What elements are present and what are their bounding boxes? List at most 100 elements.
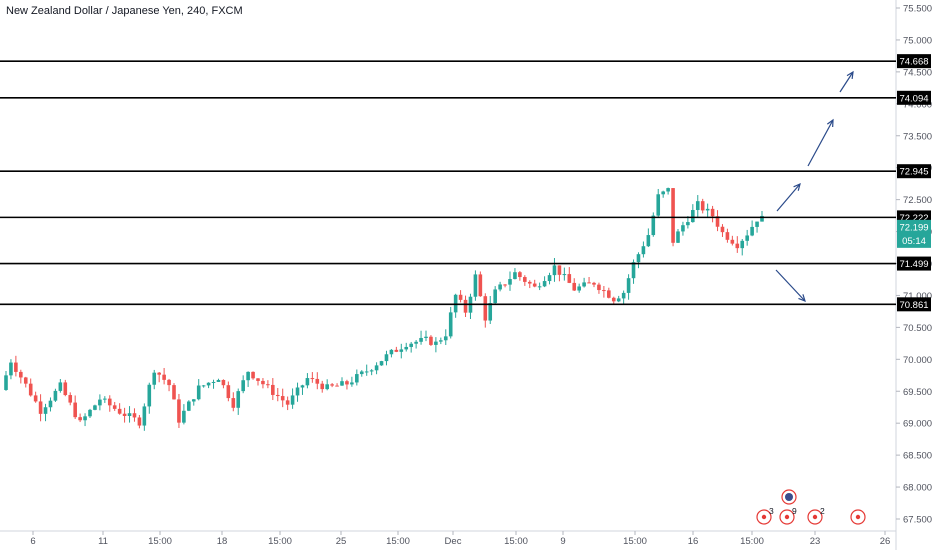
- x-tick-label: 15:00: [268, 536, 292, 547]
- candle-body: [720, 226, 725, 233]
- event-marker-count: 2: [820, 506, 825, 516]
- candle-body: [621, 292, 626, 299]
- candle-body: [369, 370, 374, 372]
- candle-body: [597, 284, 601, 291]
- candle-body: [206, 382, 211, 386]
- candle-body: [241, 380, 245, 392]
- y-tick-label: 67.500: [903, 515, 932, 526]
- candle-body: [409, 343, 413, 347]
- candle-body: [271, 384, 275, 395]
- candle-body: [656, 194, 661, 216]
- candle-body: [478, 274, 483, 297]
- candle-body: [117, 408, 122, 414]
- candle-body: [266, 384, 270, 386]
- candle-body: [710, 208, 715, 217]
- level-label: 72.222: [899, 213, 928, 224]
- candle-body: [429, 336, 433, 345]
- candle-body: [290, 395, 295, 405]
- y-tick-label: 72.500: [903, 195, 932, 206]
- x-tick-label: 26: [880, 536, 891, 547]
- candle-body: [196, 385, 201, 400]
- level-label: 70.861: [899, 300, 928, 311]
- level-label: 74.668: [899, 57, 928, 68]
- candle-body: [246, 371, 250, 381]
- candle-body: [187, 401, 191, 411]
- candle-body: [414, 341, 418, 344]
- candle-body: [661, 191, 665, 195]
- candle-body: [503, 284, 507, 286]
- candle-body: [364, 371, 369, 373]
- candle-body: [518, 272, 522, 278]
- candle-body: [424, 336, 428, 338]
- candle-body: [483, 296, 488, 321]
- event-marker-dot: [855, 514, 861, 520]
- y-tick-label: 70.000: [903, 355, 932, 366]
- candle-body: [686, 222, 690, 226]
- candle-body: [256, 378, 260, 381]
- candle-body: [251, 371, 255, 379]
- x-tick-label: 25: [336, 536, 347, 547]
- candle-body: [374, 365, 379, 371]
- y-tick-label: 71.000: [903, 291, 932, 302]
- candle-body: [325, 384, 329, 390]
- candle-body: [384, 354, 389, 362]
- candle-body: [705, 208, 710, 211]
- event-marker-dot: [784, 514, 790, 520]
- level-label-bg: [897, 164, 931, 179]
- candle-body: [48, 400, 53, 408]
- candle-body: [473, 274, 478, 297]
- candle-body: [83, 416, 87, 421]
- candle-body: [14, 362, 18, 372]
- candle-body: [285, 400, 290, 405]
- candle-body: [226, 385, 231, 399]
- candle-body: [671, 188, 675, 243]
- projection-arrow: [776, 183, 801, 212]
- candle-body: [98, 399, 102, 406]
- candle-body: [419, 337, 423, 342]
- candle-body: [172, 385, 176, 400]
- candle-body: [582, 282, 586, 287]
- candle-body: [641, 246, 646, 255]
- countdown-label: 05:14: [902, 236, 926, 247]
- candle-body: [646, 235, 651, 247]
- candle-body: [345, 381, 349, 385]
- x-tick-label: 9: [560, 536, 565, 547]
- candle-body: [300, 385, 305, 388]
- y-tick-label: 73.500: [903, 131, 932, 142]
- candle-body: [394, 349, 399, 352]
- x-tick-label: 15:00: [504, 536, 528, 547]
- candle-body: [434, 341, 438, 345]
- x-tick-label: 15:00: [386, 536, 410, 547]
- candle-body: [513, 272, 517, 280]
- candle-body: [636, 254, 641, 263]
- candle-body: [315, 378, 320, 384]
- y-tick-label: 69.000: [903, 419, 932, 430]
- candle-body: [439, 340, 443, 342]
- candle-body: [681, 225, 685, 232]
- level-label: 72.945: [899, 167, 928, 178]
- x-tick-label: 15:00: [148, 536, 172, 547]
- level-label: 74.094: [899, 93, 928, 104]
- candle-body: [68, 395, 73, 403]
- candle-body: [305, 378, 310, 386]
- x-tick-label: Dec: [445, 536, 462, 547]
- candle-body: [73, 402, 77, 418]
- candle-body: [103, 398, 107, 400]
- candle-body: [448, 312, 453, 337]
- level-label-bg: [897, 256, 931, 271]
- candle-body: [508, 279, 512, 285]
- candle-body: [700, 201, 705, 211]
- chart-title: New Zealand Dollar / Japanese Yen, 240, …: [6, 5, 243, 17]
- candle-body: [177, 399, 181, 423]
- candle-body: [33, 395, 38, 402]
- candle-body: [730, 239, 735, 244]
- candle-body: [122, 413, 127, 417]
- candle-body: [261, 380, 265, 385]
- candle-body: [23, 377, 28, 384]
- candle-body: [547, 275, 552, 282]
- x-tick-label: 23: [810, 536, 821, 547]
- candle-body: [532, 283, 537, 287]
- candle-body: [211, 381, 216, 383]
- candle-body: [43, 407, 48, 414]
